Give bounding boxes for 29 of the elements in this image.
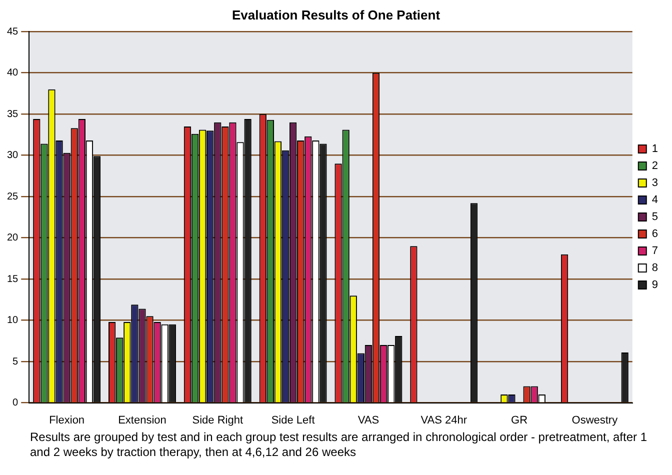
y-tick-label: 0 — [12, 398, 19, 409]
x-tick-label: VAS — [358, 414, 380, 426]
y-tick-label: 45 — [7, 26, 19, 38]
y-tick-label: 5 — [12, 356, 19, 368]
x-tick-label: Oswestry — [572, 414, 618, 426]
x-tick-label: Extension — [118, 414, 166, 426]
legend-label: 8 — [652, 262, 658, 274]
y-tick-label: 25 — [7, 191, 19, 202]
legend-label: 7 — [652, 245, 658, 258]
x-tick-label: Side Left — [271, 414, 315, 426]
legend-label: 4 — [652, 194, 658, 206]
x-tick-label: VAS 24hr — [420, 414, 468, 426]
x-tick-label: Side Right — [192, 414, 244, 426]
x-tick-label: GR — [511, 414, 528, 426]
legend-label: 2 — [652, 160, 658, 172]
legend-label: 6 — [652, 228, 658, 240]
y-tick-label: 30 — [7, 150, 19, 162]
chart-title: Evaluation Results of One Patient — [232, 7, 441, 22]
y-tick-label: 40 — [7, 68, 19, 79]
y-tick-label: 35 — [7, 108, 19, 120]
y-tick-label: 15 — [7, 274, 19, 285]
y-tick-label: 20 — [7, 232, 19, 244]
y-tick-label: 10 — [7, 315, 19, 326]
legend-label: 3 — [652, 177, 658, 190]
legend-label: 9 — [652, 279, 658, 292]
text: Results are grouped by test and in each group test results are arranged in chronological order - pretreatment, after 1 and 2 weeks by traction therapy, then at 4,6,12 and 26 weeks — [30, 430, 648, 460]
legend-label: 1 — [652, 143, 658, 156]
x-tick-label: Flexion — [49, 414, 85, 426]
legend-label: 5 — [652, 211, 658, 224]
